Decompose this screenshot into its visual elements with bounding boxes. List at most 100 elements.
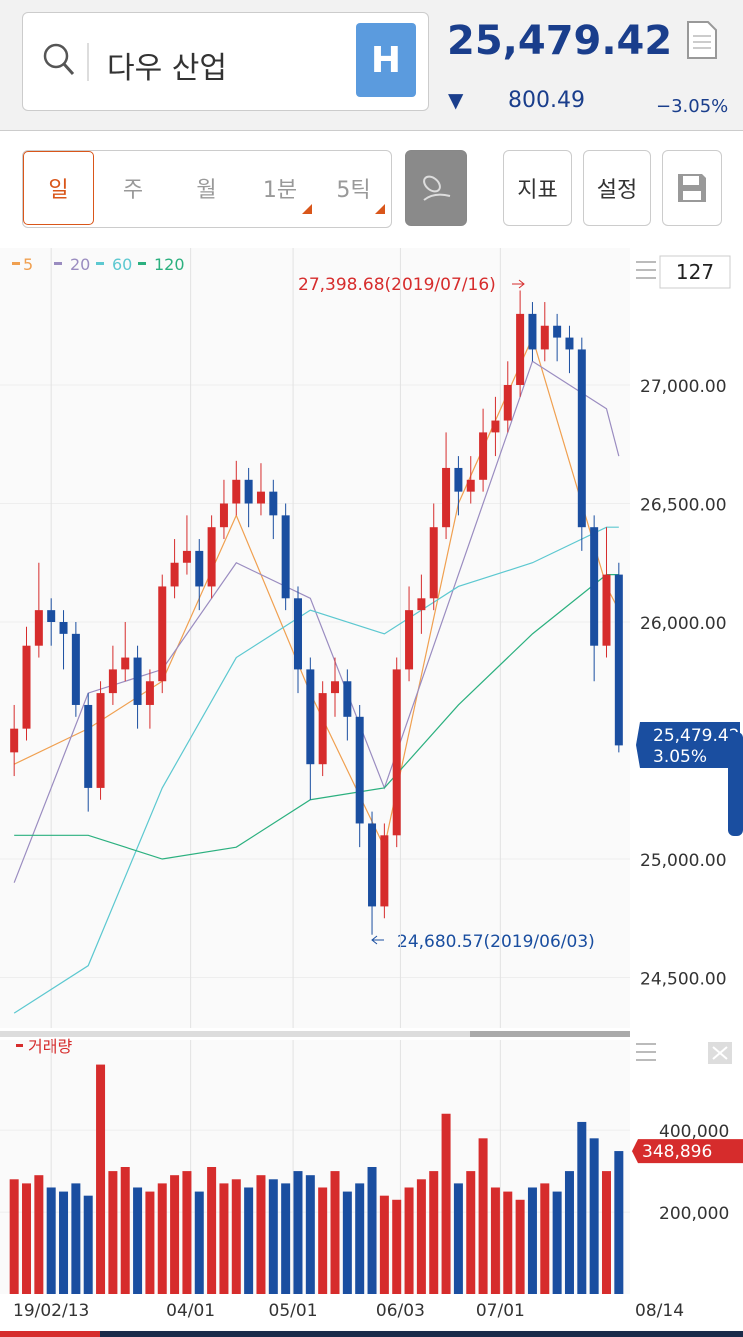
candle-body: [207, 527, 216, 587]
volume-menu-icon[interactable]: [636, 1043, 656, 1061]
change: 800.49: [508, 88, 585, 113]
volume-bar: [34, 1175, 44, 1294]
volume-bar: [108, 1171, 118, 1294]
period-tab[interactable]: 주: [122, 178, 144, 203]
indicator-button[interactable]: 지표: [503, 150, 572, 226]
period-tab[interactable]: 5틱: [336, 178, 371, 203]
legend-label: 120: [154, 255, 185, 274]
volume-tag: [632, 1139, 743, 1164]
draw-button[interactable]: [405, 150, 467, 226]
chart: 127 27,398.68(2019/07/16) 24,680.57(2019…: [0, 248, 743, 1337]
volume-bar: [182, 1171, 192, 1294]
x-tick-label: 19/02/13: [13, 1301, 89, 1321]
volume-bar: [71, 1183, 81, 1294]
volume-bar: [416, 1179, 426, 1294]
search-text: 다우 산업: [107, 51, 227, 86]
h-button[interactable]: H: [356, 23, 416, 97]
save-icon: [678, 174, 706, 202]
change-arrow: ▼: [448, 88, 464, 112]
volume-bar: [96, 1064, 106, 1294]
period-tab[interactable]: 1분: [262, 178, 298, 203]
y-tick-label: 27,000.00: [640, 377, 727, 397]
legend-swatch: [54, 262, 62, 265]
bottom-bar: [100, 1331, 743, 1337]
candle-body: [602, 574, 611, 646]
candle-body: [454, 467, 463, 492]
x-tick-label: 08/14: [635, 1301, 684, 1321]
last-pct: 3.05%: [653, 747, 707, 767]
candle-body: [380, 835, 389, 907]
volume-bar: [281, 1183, 291, 1294]
volume-bar: [83, 1195, 93, 1294]
volume-bar: [59, 1191, 69, 1294]
volume-bar: [305, 1175, 315, 1294]
doc-icon[interactable]: [686, 20, 718, 60]
candle-body: [182, 550, 191, 563]
period-tab[interactable]: 월: [196, 178, 217, 203]
candle-body: [269, 491, 278, 516]
volume-bar: [9, 1179, 19, 1294]
volume-bar: [157, 1183, 167, 1294]
volume-bar: [515, 1199, 525, 1294]
candle-body: [158, 586, 167, 682]
period-tab[interactable]: 일: [23, 151, 94, 225]
ma-line: [14, 574, 619, 860]
candle-body: [429, 527, 438, 599]
tab-corner: [301, 204, 312, 214]
volume-bar: [540, 1183, 550, 1294]
volume-bar: [466, 1171, 476, 1294]
candle-body: [293, 598, 302, 670]
volume-bar: [601, 1171, 611, 1294]
candle-body: [22, 645, 31, 729]
menu-icon[interactable]: [636, 261, 656, 279]
candle-body: [59, 622, 68, 634]
volume-bar: [293, 1171, 303, 1294]
candle-body: [219, 503, 228, 528]
candle-body: [466, 479, 475, 492]
y-tick-label: 26,500.00: [640, 495, 727, 515]
save-button[interactable]: [662, 150, 722, 226]
legend-swatch: [138, 262, 146, 265]
header: 다우 산업 H 25,479.42 ▼ 800.49 −3.05%: [0, 0, 743, 131]
legend-label: 5: [23, 255, 33, 274]
side-handle[interactable]: [728, 732, 743, 836]
close-icon[interactable]: [708, 1042, 732, 1064]
ma-line: [13, 335, 620, 849]
search-box[interactable]: 다우 산업 H: [22, 12, 429, 111]
candle-body: [479, 432, 488, 480]
y-tick-label: 26,000.00: [640, 614, 727, 634]
volume-bar: [367, 1167, 377, 1294]
candle-body: [565, 337, 574, 350]
y-tick-label: 400,000: [659, 1122, 729, 1142]
candle-body: [318, 693, 327, 765]
count-box[interactable]: [659, 255, 731, 289]
count-value: 127: [676, 260, 714, 284]
candle-body: [417, 598, 426, 611]
bottom-bar-left: [0, 1331, 100, 1337]
candle-body: [145, 681, 154, 705]
volume-bar: [219, 1183, 229, 1294]
candle-body: [96, 693, 105, 788]
candle-body: [614, 574, 623, 746]
last-price: 25,479.42: [653, 726, 740, 746]
volume-bar: [145, 1191, 155, 1294]
volume-bar: [120, 1167, 130, 1294]
volume-bar: [342, 1191, 352, 1294]
candle-body: [368, 823, 377, 907]
volume-bar: [194, 1191, 204, 1294]
y-tick-label: 200,000: [659, 1204, 729, 1224]
volume-bar: [330, 1171, 340, 1294]
price-plot-bg: [0, 248, 630, 1028]
candle-body: [256, 491, 265, 504]
volume-bar: [231, 1179, 241, 1294]
candle-body: [232, 479, 241, 504]
volume-bar: [527, 1187, 537, 1294]
volume-bar: [22, 1183, 32, 1294]
candle-body: [553, 325, 562, 338]
settings-button[interactable]: 설정: [583, 150, 651, 226]
volume-bar: [392, 1199, 402, 1294]
volume-bar: [268, 1179, 278, 1294]
draw-icon: [423, 175, 451, 201]
volume-bar: [503, 1191, 513, 1294]
